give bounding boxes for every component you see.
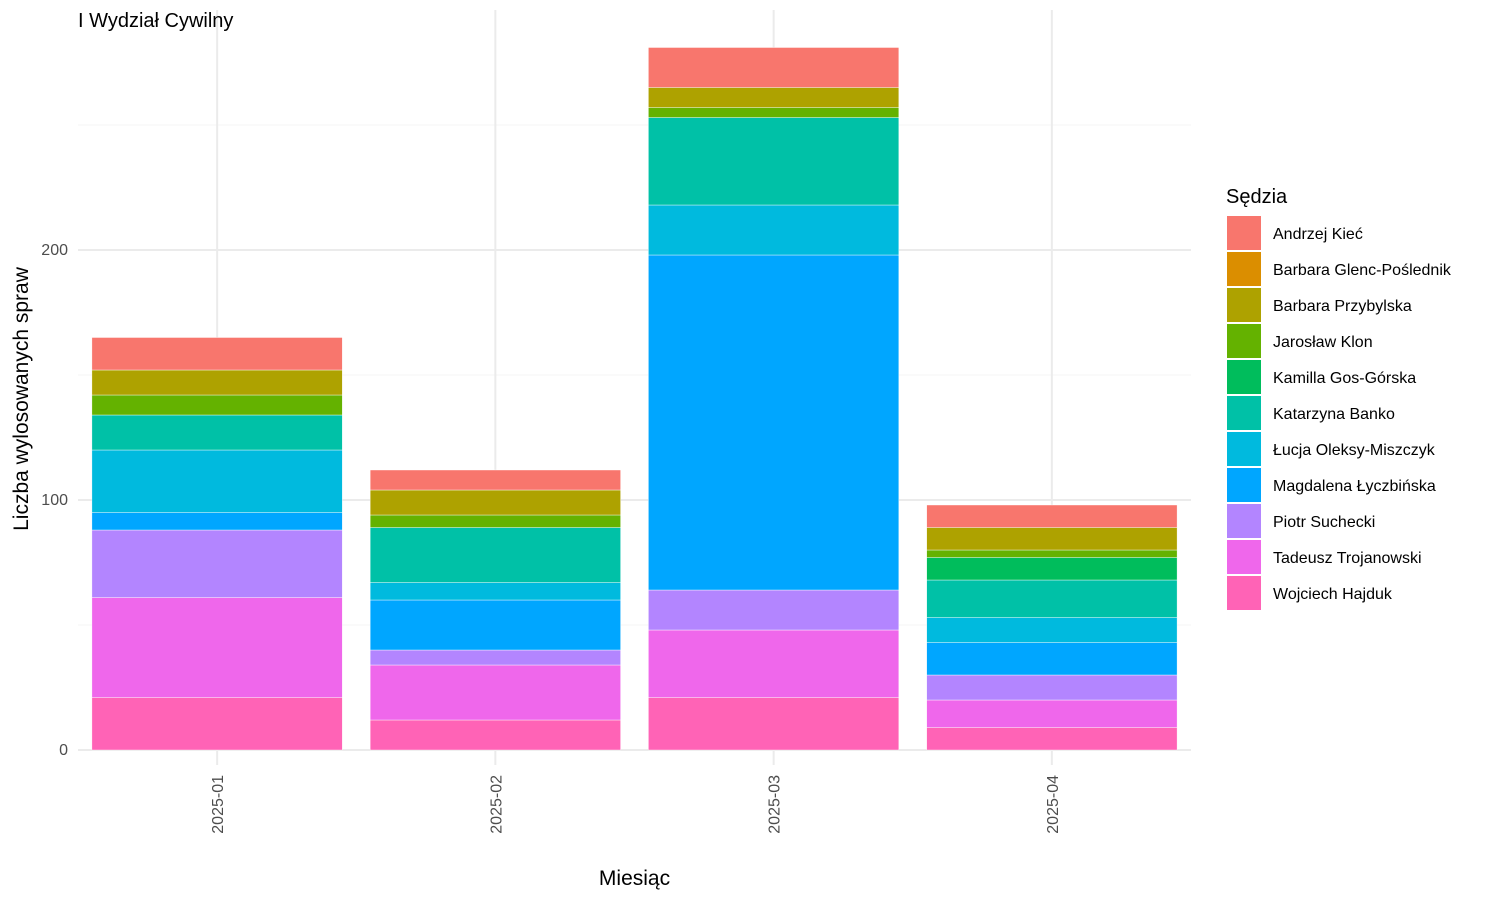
- bar-segment: [926, 504, 1178, 528]
- x-axis-ticks: 2025-01 2025-02 2025-03 2025-04: [210, 775, 1062, 834]
- legend-label: Łucja Oleksy-Miszczyk: [1273, 442, 1436, 459]
- bar-segment: [648, 697, 900, 751]
- bar-segment: [91, 414, 343, 451]
- bar-segment: [369, 582, 621, 601]
- legend-key: [1227, 252, 1261, 286]
- x-axis-title: Miesiąc: [599, 867, 670, 890]
- legend-label: Tadeusz Trojanowski: [1273, 550, 1422, 567]
- legend-label: Piotr Suchecki: [1273, 514, 1375, 531]
- legend-label: Jarosław Klon: [1273, 334, 1373, 351]
- bar-segment: [648, 47, 900, 88]
- legend-label: Magdalena Łyczbińska: [1273, 478, 1436, 495]
- bar-segment: [369, 489, 621, 516]
- legend-key: [1227, 576, 1261, 610]
- bar-segment: [91, 449, 343, 513]
- legend-key: [1227, 360, 1261, 394]
- bar-segment: [926, 617, 1178, 643]
- bar-segment: [648, 117, 900, 206]
- legend-label: Kamilla Gos-Górska: [1273, 370, 1416, 387]
- y-tick-label: 200: [41, 242, 68, 259]
- bar-segment: [926, 699, 1178, 728]
- x-tick-label: 2025-03: [767, 775, 784, 834]
- legend-title: Sędzia: [1226, 186, 1288, 208]
- bar-segment: [91, 369, 343, 396]
- y-axis-title: Liczba wylosowanych spraw: [10, 266, 33, 531]
- legend-label: Andrzej Kieć: [1273, 226, 1363, 243]
- legend-key: [1227, 216, 1261, 250]
- bar-segment: [369, 649, 621, 666]
- y-tick-label: 100: [41, 492, 68, 509]
- bar-segment: [648, 107, 900, 118]
- bar-segment: [369, 514, 621, 528]
- bar-segment: [91, 394, 343, 416]
- bar-segment: [926, 549, 1178, 558]
- bar-segment: [926, 557, 1178, 581]
- bar-segment: [369, 527, 621, 583]
- bar-segment: [369, 719, 621, 751]
- bar-segment: [91, 697, 343, 751]
- legend: Sędzia Andrzej Kieć Barbara Glenc-Pośledn…: [1226, 186, 1452, 610]
- bar-segment: [926, 727, 1178, 751]
- bar-segment: [91, 512, 343, 531]
- bar-segment: [369, 469, 621, 491]
- bar-segment: [648, 589, 900, 631]
- legend-label: Wojciech Hajduk: [1273, 586, 1393, 603]
- y-axis-ticks: 0 100 200: [41, 242, 68, 759]
- bar-segment: [648, 254, 900, 591]
- bar-segment: [926, 642, 1178, 676]
- bar-segment: [369, 664, 621, 721]
- legend-key: [1227, 288, 1261, 322]
- bar-segment: [648, 629, 900, 698]
- bars: [91, 47, 1178, 751]
- legend-key: [1227, 540, 1261, 574]
- bar-segment: [91, 529, 343, 598]
- legend-key: [1227, 396, 1261, 430]
- x-tick-label: 2025-02: [488, 775, 505, 834]
- legend-label: Barbara Przybylska: [1273, 298, 1412, 315]
- legend-key: [1227, 432, 1261, 466]
- bar-segment: [369, 599, 621, 651]
- bar-segment: [926, 527, 1178, 551]
- legend-key: [1227, 468, 1261, 502]
- x-tick-label: 2025-04: [1045, 775, 1062, 834]
- legend-key: [1227, 504, 1261, 538]
- legend-label: Katarzyna Banko: [1273, 406, 1395, 423]
- bar-segment: [648, 87, 900, 108]
- legend-items: Andrzej Kieć Barbara Glenc-Poślednik Barba…: [1227, 216, 1452, 610]
- bar-segment: [91, 337, 343, 371]
- bar-segment: [926, 579, 1178, 618]
- legend-key: [1227, 324, 1261, 358]
- chart-title: I Wydział Cywilny: [78, 10, 233, 32]
- legend-label: Barbara Glenc-Poślednik: [1273, 262, 1452, 279]
- x-tick-label: 2025-01: [210, 775, 227, 834]
- bar-segment: [91, 597, 343, 698]
- bar-segment: [926, 674, 1178, 701]
- bar-segment: [648, 204, 900, 256]
- y-tick-label: 0: [59, 742, 68, 759]
